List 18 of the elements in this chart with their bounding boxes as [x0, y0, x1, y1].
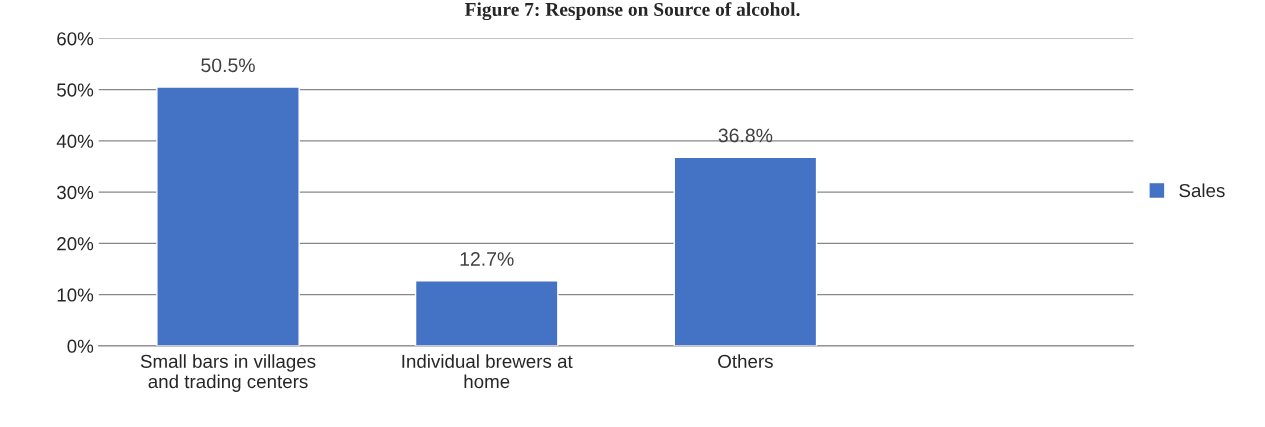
- bar: [156, 86, 300, 346]
- x-tick-label: Others: [718, 354, 773, 368]
- y-tick-label: 20%: [57, 237, 94, 251]
- text: 12.7%: [460, 252, 514, 266]
- x-tick-label: Individual brewers at home: [402, 354, 573, 389]
- y-tick-label: 50%: [57, 83, 94, 97]
- x-tick-label: Small bars in villages and trading centers: [140, 354, 316, 392]
- chart-title: Figure 7: Response on Source of alcohol.: [464, 2, 800, 21]
- y-tick-label: 10%: [57, 288, 94, 302]
- y-tick-label: 60%: [57, 32, 94, 46]
- bar: [414, 280, 559, 346]
- y-tick-label: 40%: [56, 134, 94, 148]
- text: 36.8%: [718, 128, 773, 143]
- bar: [673, 156, 818, 346]
- text: 50.5%: [201, 58, 255, 73]
- y-tick-label: 30%: [57, 185, 94, 200]
- legend-label: Sales: [1179, 183, 1225, 198]
- y-tick-label: 0%: [67, 339, 94, 353]
